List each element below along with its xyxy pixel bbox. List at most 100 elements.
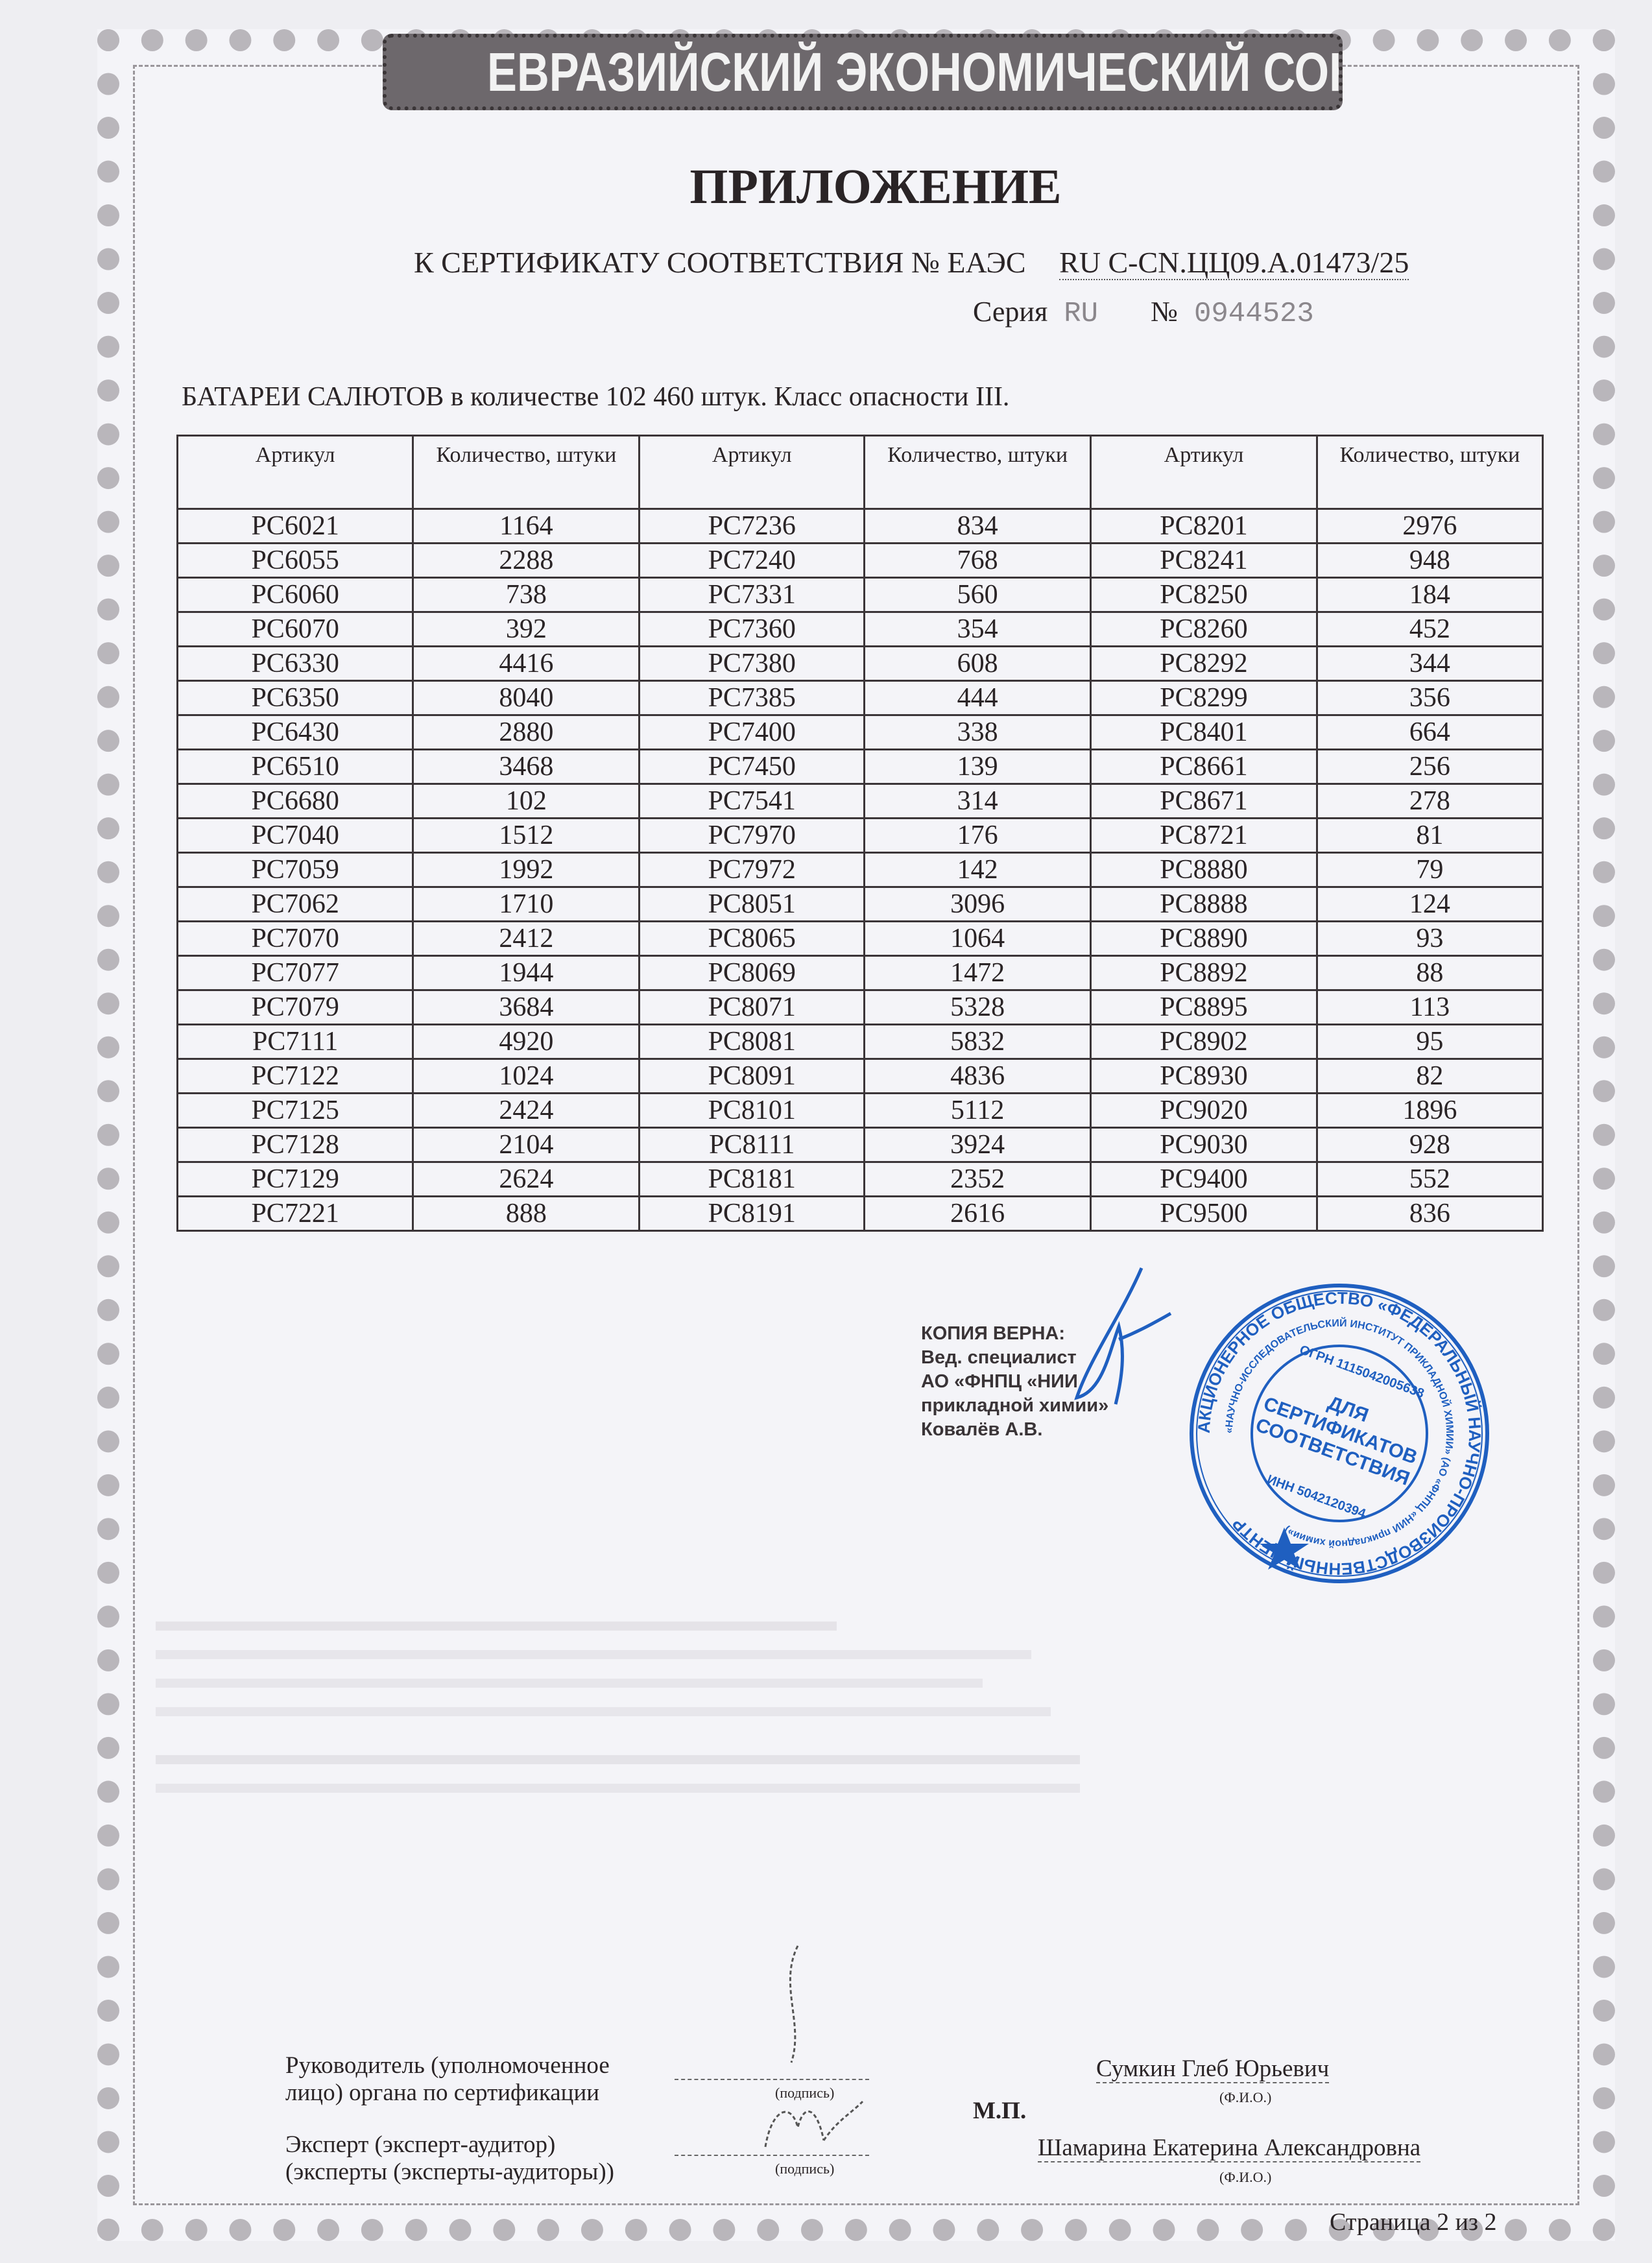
article-cell: PC9020 <box>1090 1092 1318 1129</box>
series-value: RU <box>1064 298 1099 330</box>
article-cell: PC8661 <box>1090 748 1318 785</box>
quantity-cell: 834 <box>863 508 1092 544</box>
certificate-reference: К СЕРТИФИКАТУ СООТВЕТСТВИЯ № ЕАЭС RU C-C… <box>414 245 1409 280</box>
quantity-cell: 139 <box>863 748 1092 785</box>
quantity-cell: 124 <box>1315 886 1544 922</box>
quantity-cell: 344 <box>1315 645 1544 682</box>
quantity-cell: 738 <box>412 577 641 613</box>
quantity-cell: 3684 <box>412 989 641 1025</box>
expert-label-2: (эксперты (эксперты-аудиторы)) <box>285 2159 614 2185</box>
article-cell: PC7380 <box>638 645 866 682</box>
quantity-cell: 560 <box>863 577 1092 613</box>
article-cell: PC8065 <box>638 920 866 957</box>
quantity-cell: 8040 <box>412 680 641 716</box>
column-header: Артикул <box>1090 435 1318 510</box>
eaeu-banner: ЕВРАЗИЙСКИЙ ЭКОНОМИЧЕСКИЙ СОЮЗ <box>383 34 1343 110</box>
handwritten-signatures <box>764 1945 864 2148</box>
articles-table: Артикул Количество, штуки Артикул Количеств… <box>176 435 1544 1232</box>
quantity-cell: 3468 <box>412 748 641 785</box>
quantity-cell: 3924 <box>863 1127 1092 1163</box>
faded-underlying-text <box>156 1609 1129 1972</box>
table-row: PC7129 2624 PC8181 2352 PC9400 552 <box>176 1161 1544 1197</box>
quantity-cell: 142 <box>863 852 1092 888</box>
quantity-cell: 5112 <box>863 1092 1092 1129</box>
quantity-cell: 113 <box>1315 989 1544 1025</box>
column-header: Количество, штуки <box>863 435 1092 510</box>
column-header: Количество, штуки <box>412 435 641 510</box>
table-header-row: Артикул Количество, штуки Артикул Количеств… <box>176 435 1544 510</box>
head-name-caption: (Ф.И.О.) <box>1219 2089 1272 2105</box>
quantity-cell: 184 <box>1315 577 1544 613</box>
page-number: Страница 2 из 2 <box>1330 2209 1497 2236</box>
article-cell: PC9500 <box>1090 1195 1318 1232</box>
article-cell: PC6510 <box>176 748 414 785</box>
certificate-number: RU C-CN.ЦЦ09.А.01473/25 <box>1059 246 1409 280</box>
table-row: PC6060 738 PC7331 560 PC8250 184 <box>176 577 1544 613</box>
quantity-cell: 1024 <box>412 1058 641 1094</box>
quantity-cell: 5832 <box>863 1024 1092 1060</box>
article-cell: PC8051 <box>638 886 866 922</box>
article-cell: PC9030 <box>1090 1127 1318 1163</box>
quantity-cell: 928 <box>1315 1127 1544 1163</box>
head-signature-caption: (подпись) <box>775 2085 835 2101</box>
column-header: Артикул <box>638 435 866 510</box>
quantity-cell: 93 <box>1315 920 1544 957</box>
article-cell: PC8111 <box>638 1127 866 1163</box>
table-row: PC7070 2412 PC8065 1064 PC8890 93 <box>176 920 1544 957</box>
quantity-cell: 79 <box>1315 852 1544 888</box>
article-cell: PC6060 <box>176 577 414 613</box>
article-cell: PC7331 <box>638 577 866 613</box>
article-cell: PC7541 <box>638 783 866 819</box>
article-cell: PC8890 <box>1090 920 1318 957</box>
quantity-cell: 664 <box>1315 714 1544 750</box>
article-cell: PC8895 <box>1090 989 1318 1025</box>
article-cell: PC8401 <box>1090 714 1318 750</box>
series-line: Серия RU № 0944523 <box>973 295 1314 330</box>
quantity-cell: 95 <box>1315 1024 1544 1060</box>
column-header: Артикул <box>176 435 414 510</box>
form-number-label: № <box>1151 296 1178 328</box>
article-cell: PC7077 <box>176 955 414 991</box>
article-cell: PC8671 <box>1090 783 1318 819</box>
article-cell: PC6680 <box>176 783 414 819</box>
copy-certified-note: КОПИЯ ВЕРНА: Вед. специалист АО «ФНПЦ «Н… <box>921 1322 1129 1442</box>
blue-seal-stamp: АКЦИОНЕРНОЕ ОБЩЕСТВО «ФЕДЕРАЛЬНЫЙ НАУЧНО… <box>1190 1284 1489 1583</box>
article-cell: PC8081 <box>638 1024 866 1060</box>
expert-name-caption: (Ф.И.О.) <box>1219 2169 1272 2185</box>
quantity-cell: 1164 <box>412 508 641 544</box>
quantity-cell: 2424 <box>412 1092 641 1129</box>
article-cell: PC8101 <box>638 1092 866 1129</box>
article-cell: PC8299 <box>1090 680 1318 716</box>
head-name: Сумкин Глеб Юрьевич <box>1096 2055 1330 2083</box>
quantity-cell: 354 <box>863 611 1092 647</box>
table-row: PC7111 4920 PC8081 5832 PC8902 95 <box>176 1024 1544 1060</box>
article-cell: PC6021 <box>176 508 414 544</box>
quantity-cell: 948 <box>1315 542 1544 579</box>
article-cell: PC7385 <box>638 680 866 716</box>
head-signature-line <box>675 2079 869 2080</box>
article-cell: PC7240 <box>638 542 866 579</box>
quantity-cell: 2288 <box>412 542 641 579</box>
article-cell: PC8292 <box>1090 645 1318 682</box>
quantity-cell: 836 <box>1315 1195 1544 1232</box>
article-cell: PC8892 <box>1090 955 1318 991</box>
article-cell: PC8091 <box>638 1058 866 1094</box>
quantity-cell: 82 <box>1315 1058 1544 1094</box>
quantity-cell: 2616 <box>863 1195 1092 1232</box>
quantity-cell: 1710 <box>412 886 641 922</box>
quantity-cell: 81 <box>1315 817 1544 854</box>
article-cell: PC7236 <box>638 508 866 544</box>
page-title: ПРИЛОЖЕНИЕ <box>689 160 1062 214</box>
copy-certified-name: Ковалёв А.В. <box>921 1419 1043 1440</box>
seal-label: М.П. <box>973 2098 1027 2124</box>
quantity-cell: 2624 <box>412 1161 641 1197</box>
quantity-cell: 608 <box>863 645 1092 682</box>
article-cell: PC7970 <box>638 817 866 854</box>
table-row: PC6021 1164 PC7236 834 PC8201 2976 <box>176 508 1544 544</box>
table-row: PC7059 1992 PC7972 142 PC8880 79 <box>176 852 1544 888</box>
expert-signature-caption: (подпись) <box>775 2161 835 2177</box>
quantity-cell: 88 <box>1315 955 1544 991</box>
quantity-cell: 278 <box>1315 783 1544 819</box>
quantity-cell: 1992 <box>412 852 641 888</box>
article-cell: PC8902 <box>1090 1024 1318 1060</box>
